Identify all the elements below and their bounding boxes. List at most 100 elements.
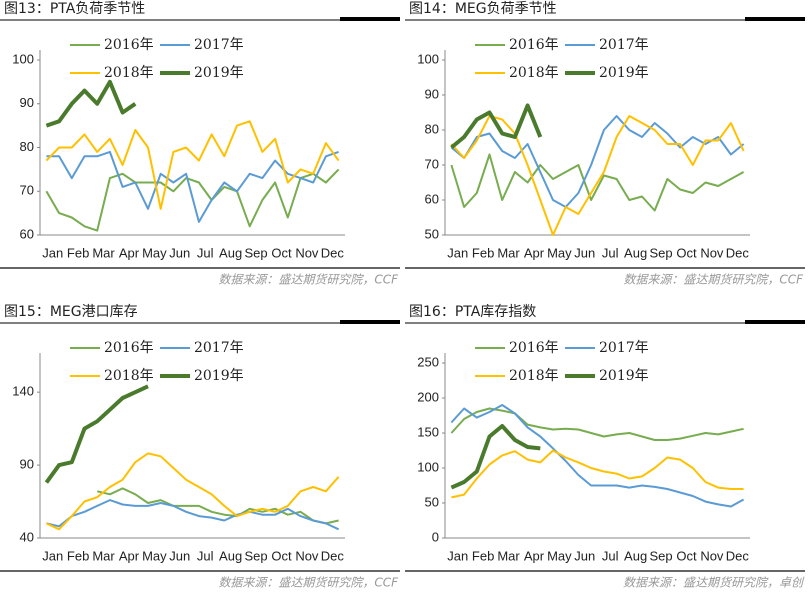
y-tick-label: 100 — [417, 51, 439, 66]
legend-label: 2018年 — [509, 368, 559, 384]
x-tick-label: Oct — [676, 548, 697, 563]
title-bar — [745, 320, 805, 324]
x-tick-label: Jan — [447, 548, 468, 563]
series-line — [46, 150, 339, 223]
x-tick-label: Apr — [119, 245, 140, 260]
legend-label: 2017年 — [599, 37, 649, 53]
x-tick-label: Nov — [295, 548, 319, 563]
x-tick-label: Jul — [602, 245, 619, 260]
x-tick-label: May — [547, 548, 572, 563]
x-tick-label: Jul — [197, 245, 214, 260]
x-tick-label: Nov — [700, 245, 724, 260]
chart-title: 图16：PTA库存指数 — [409, 304, 536, 320]
chart-title: 图13：PTA负荷季节性 — [4, 1, 145, 17]
x-tick-label: Dec — [726, 245, 750, 260]
y-tick-label: 50 — [425, 494, 439, 509]
y-tick-label: 250 — [417, 354, 439, 369]
title-bar — [340, 17, 400, 21]
series-line — [45, 79, 137, 128]
legend-label: 2018年 — [104, 368, 154, 384]
y-tick-label: 100 — [417, 459, 439, 474]
x-tick-label: Feb — [472, 245, 494, 260]
series-line — [450, 424, 541, 490]
x-tick-label: Feb — [472, 548, 494, 563]
legend-label: 2016年 — [104, 340, 154, 356]
series-line — [44, 384, 149, 484]
x-tick-label: Sep — [649, 548, 672, 563]
legend-label: 2017年 — [599, 340, 649, 356]
y-tick-label: 70 — [20, 183, 34, 198]
chart-title: 图14：MEG负荷季节性 — [409, 1, 557, 17]
x-tick-label: Apr — [524, 548, 545, 563]
y-tick-label: 40 — [20, 529, 34, 544]
x-tick-label: Sep — [649, 245, 672, 260]
x-tick-label: Mar — [497, 548, 520, 563]
x-tick-label: Mar — [497, 245, 520, 260]
legend-label: 2016年 — [509, 37, 559, 53]
series-line — [450, 407, 744, 441]
source-note: 数据来源：盛达期货研究院，CCF — [623, 273, 804, 287]
y-tick-label: 0 — [432, 529, 439, 544]
legend-label: 2019年 — [194, 368, 244, 384]
x-tick-label: Mar — [92, 245, 115, 260]
x-tick-label: Aug — [624, 548, 647, 563]
source-note: 数据来源：盛达期货研究院，CCF — [218, 576, 399, 590]
y-tick-label: 200 — [417, 389, 439, 404]
y-tick-label: 90 — [20, 457, 34, 472]
x-tick-label: Jul — [602, 548, 619, 563]
legend-label: 2019年 — [599, 65, 649, 81]
x-tick-label: Sep — [244, 548, 267, 563]
x-tick-label: Sep — [244, 245, 267, 260]
chart-panel: 图15：MEG港口库存 40 90 140 Jan Feb Mar Apr May Jun Jul A… — [0, 304, 400, 590]
legend-label: 2016年 — [104, 37, 154, 53]
x-tick-label: Jul — [197, 548, 214, 563]
y-tick-label: 70 — [425, 156, 439, 171]
y-tick-label: 80 — [20, 139, 34, 154]
x-tick-label: May — [142, 548, 167, 563]
chart-panel: 图16：PTA库存指数 0 50 100 150 200 250 Jan Feb Mar Apr Ma… — [405, 304, 805, 590]
x-tick-label: Jun — [574, 245, 595, 260]
series-line — [450, 115, 745, 236]
x-tick-label: Nov — [700, 548, 724, 563]
x-tick-label: Oct — [271, 548, 292, 563]
y-tick-label: 150 — [417, 424, 439, 439]
x-tick-label: Oct — [676, 245, 697, 260]
x-tick-label: Jan — [447, 245, 468, 260]
x-tick-label: Feb — [67, 245, 89, 260]
series-line — [450, 103, 543, 150]
series-line — [451, 449, 744, 499]
source-note: 数据来源：盛达期货研究院，卓创 — [623, 576, 805, 590]
legend-label: 2019年 — [194, 65, 244, 81]
x-tick-label: Aug — [219, 245, 242, 260]
x-tick-label: Jun — [169, 548, 190, 563]
source-note: 数据来源：盛达期货研究院，CCF — [218, 273, 399, 287]
legend-label: 2018年 — [509, 65, 559, 81]
x-tick-label: May — [547, 245, 572, 260]
series-line — [45, 168, 340, 232]
x-tick-label: Jun — [169, 245, 190, 260]
series-line — [96, 487, 339, 525]
legend-label: 2017年 — [194, 340, 244, 356]
x-tick-label: Feb — [67, 548, 89, 563]
chart-panel: 图14：MEG负荷季节性 50 60 70 80 90 100 Jan Feb Mar Apr May… — [405, 1, 805, 287]
x-tick-label: Apr — [524, 245, 545, 260]
legend-label: 2016年 — [509, 340, 559, 356]
y-tick-label: 50 — [425, 226, 439, 241]
x-tick-label: Apr — [119, 548, 140, 563]
x-tick-label: May — [142, 245, 167, 260]
series-line — [45, 120, 340, 210]
title-bar — [745, 17, 805, 21]
x-tick-label: Dec — [726, 548, 750, 563]
title-bar — [340, 320, 400, 324]
x-tick-label: Oct — [271, 245, 292, 260]
x-tick-label: Mar — [92, 548, 115, 563]
y-tick-label: 80 — [425, 121, 439, 136]
x-tick-label: Aug — [219, 548, 242, 563]
chart-title: 图15：MEG港口库存 — [4, 304, 138, 320]
x-tick-label: Jan — [42, 245, 63, 260]
y-tick-label: 60 — [425, 191, 439, 206]
series-line — [450, 404, 745, 508]
x-tick-label: Nov — [295, 245, 319, 260]
